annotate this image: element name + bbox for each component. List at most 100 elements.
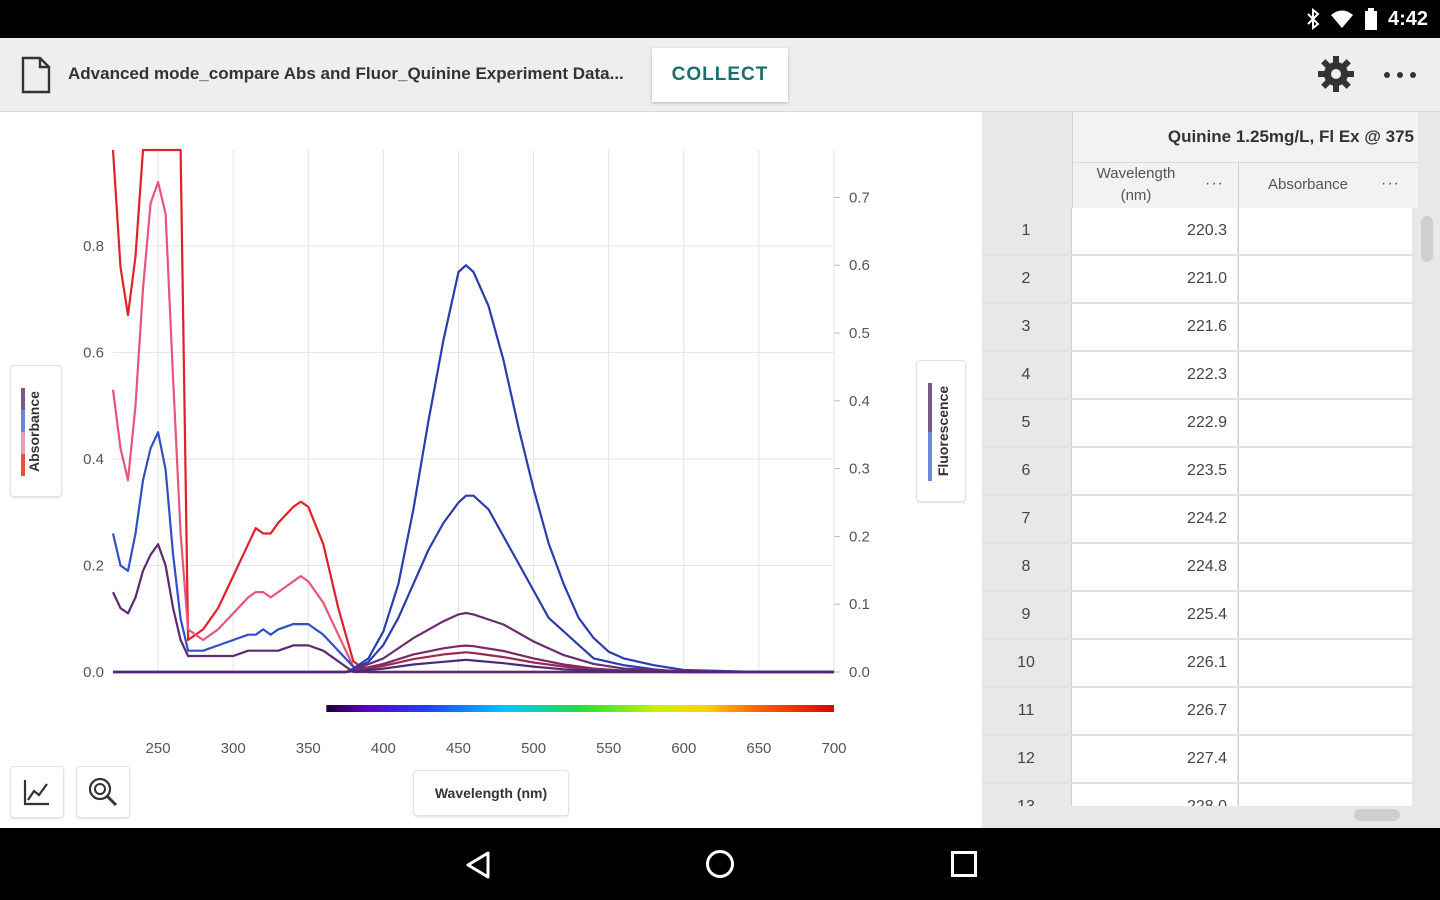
- absorbance-cell[interactable]: [1238, 736, 1412, 782]
- dataset-title[interactable]: Quinine 1.25mg/L, Fl Ex @ 375: [1072, 112, 1418, 162]
- table-rows[interactable]: 1 220.3 2 221.0 3 221.6 4 222.3 5 222.9 6 223.5 7 224…: [982, 208, 1414, 806]
- x-tick-label: 700: [821, 740, 846, 757]
- table-row[interactable]: 3 221.6: [982, 304, 1414, 352]
- absorbance-cell[interactable]: [1238, 400, 1412, 446]
- right-axis-selector[interactable]: Fluorescence: [916, 360, 966, 502]
- y2-tick-label: 0.2: [849, 528, 870, 545]
- vertical-scrollbar[interactable]: [1421, 216, 1433, 262]
- column-header-absorbance-label: Absorbance: [1267, 176, 1349, 193]
- wavelength-cell[interactable]: 220.3: [1071, 208, 1237, 254]
- right-axis-legend-swatch: [928, 383, 932, 481]
- spectrum-chart[interactable]: 250 300 350 400 450 500 550 600 650 700 0.0 0.2 0.4 0…: [0, 112, 982, 828]
- absorbance-cell[interactable]: [1238, 448, 1412, 494]
- chart-series: [111, 148, 835, 674]
- series-line: [112, 543, 834, 674]
- absorbance-cell[interactable]: [1238, 256, 1412, 302]
- series-line: [113, 494, 834, 674]
- table-row[interactable]: 4 222.3: [982, 352, 1414, 400]
- y-tick-label: 0.6: [83, 344, 104, 361]
- series-line: [111, 148, 834, 674]
- wavelength-cell[interactable]: 222.3: [1071, 352, 1237, 398]
- row-number: 3: [982, 304, 1070, 350]
- wavelength-cell[interactable]: 224.8: [1071, 544, 1237, 590]
- wavelength-cell[interactable]: 226.1: [1071, 640, 1237, 686]
- y2-tick-label: 0.7: [849, 189, 870, 206]
- collect-button[interactable]: COLLECT: [652, 48, 788, 102]
- back-icon[interactable]: [464, 850, 492, 880]
- table-row[interactable]: 7 224.2: [982, 496, 1414, 544]
- chart-ticks: 250 300 350 400 450 500 550 600 650 700 0.0 0.2 0.4 0…: [83, 189, 870, 757]
- left-axis-selector[interactable]: Absorbance: [10, 365, 62, 497]
- table-row[interactable]: 1 220.3: [982, 208, 1414, 256]
- table-row[interactable]: 6 223.5: [982, 448, 1414, 496]
- zoom-button[interactable]: [76, 766, 130, 818]
- absorbance-cell[interactable]: [1238, 688, 1412, 734]
- file-title[interactable]: Advanced mode_compare Abs and Fluor_Quin…: [68, 64, 624, 83]
- gear-icon[interactable]: [1316, 54, 1356, 94]
- table-row[interactable]: 5 222.9: [982, 400, 1414, 448]
- x-tick-label: 550: [596, 740, 621, 757]
- absorbance-cell[interactable]: [1238, 304, 1412, 350]
- left-axis-label: Absorbance: [26, 391, 42, 472]
- absorbance-cell[interactable]: [1238, 784, 1412, 806]
- absorbance-cell[interactable]: [1238, 352, 1412, 398]
- row-number: 13: [982, 784, 1070, 806]
- table-row[interactable]: 11 226.7: [982, 688, 1414, 736]
- more-icon[interactable]: [1382, 60, 1418, 90]
- wavelength-cell[interactable]: 221.6: [1071, 304, 1237, 350]
- series-line: [113, 644, 834, 674]
- document-icon[interactable]: [20, 56, 52, 94]
- absorbance-cell[interactable]: [1238, 208, 1412, 254]
- wavelength-cell[interactable]: 224.2: [1071, 496, 1237, 542]
- wavelength-cell[interactable]: 227.4: [1071, 736, 1237, 782]
- y2-tick-label: 0.6: [849, 257, 870, 274]
- table-row[interactable]: 8 224.8: [982, 544, 1414, 592]
- table-row[interactable]: 9 225.4: [982, 592, 1414, 640]
- x-tick-label: 250: [146, 740, 171, 757]
- series-line: [113, 611, 835, 674]
- column-menu-icon[interactable]: ···: [1381, 175, 1400, 192]
- table-row[interactable]: 12 227.4: [982, 736, 1414, 784]
- wavelength-cell[interactable]: 225.4: [1071, 592, 1237, 638]
- series-line: [111, 180, 834, 674]
- table-row[interactable]: 13228.0: [982, 784, 1414, 806]
- left-axis-legend-swatch: [21, 388, 25, 476]
- wavelength-cell[interactable]: 228.0: [1071, 784, 1237, 806]
- graph-panel[interactable]: 250 300 350 400 450 500 550 600 650 700 0.0 0.2 0.4 0…: [0, 112, 982, 828]
- column-header-absorbance[interactable]: Absorbance ···: [1238, 162, 1418, 208]
- recents-icon[interactable]: [950, 850, 978, 878]
- horizontal-scrollbar[interactable]: [1354, 809, 1400, 821]
- row-number: 11: [982, 688, 1070, 734]
- y2-tick-label: 0.1: [849, 596, 870, 613]
- x-tick-label: 300: [221, 740, 246, 757]
- y-tick-label: 0.2: [83, 557, 104, 574]
- wavelength-cell[interactable]: 221.0: [1071, 256, 1237, 302]
- row-number: 5: [982, 400, 1070, 446]
- x-tick-label: 650: [746, 740, 771, 757]
- x-tick-label: 350: [296, 740, 321, 757]
- status-bar: 4:42: [0, 0, 1440, 38]
- y-tick-label: 0.8: [83, 238, 104, 255]
- row-number: 10: [982, 640, 1070, 686]
- row-number: 7: [982, 496, 1070, 542]
- visible-spectrum-bar: [326, 705, 834, 712]
- y2-tick-label: 0.5: [849, 325, 870, 342]
- graph-options-button[interactable]: [10, 766, 64, 818]
- wavelength-cell[interactable]: 223.5: [1071, 448, 1237, 494]
- absorbance-cell[interactable]: [1238, 640, 1412, 686]
- absorbance-cell[interactable]: [1238, 544, 1412, 590]
- wavelength-cell[interactable]: 222.9: [1071, 400, 1237, 446]
- column-header-wavelength[interactable]: Wavelength (nm) ···: [1072, 162, 1238, 208]
- absorbance-cell[interactable]: [1238, 592, 1412, 638]
- chart-grid: [113, 150, 835, 673]
- absorbance-cell[interactable]: [1238, 496, 1412, 542]
- home-icon[interactable]: [704, 848, 736, 880]
- wavelength-cell[interactable]: 226.7: [1071, 688, 1237, 734]
- table-row[interactable]: 10 226.1: [982, 640, 1414, 688]
- row-number: 12: [982, 736, 1070, 782]
- column-header-wavelength-unit: (nm): [1120, 187, 1152, 204]
- column-menu-icon[interactable]: ···: [1205, 175, 1224, 192]
- table-row[interactable]: 2 221.0: [982, 256, 1414, 304]
- x-axis-selector[interactable]: Wavelength (nm): [413, 770, 569, 816]
- y2-tick-label: 0.0: [849, 664, 870, 681]
